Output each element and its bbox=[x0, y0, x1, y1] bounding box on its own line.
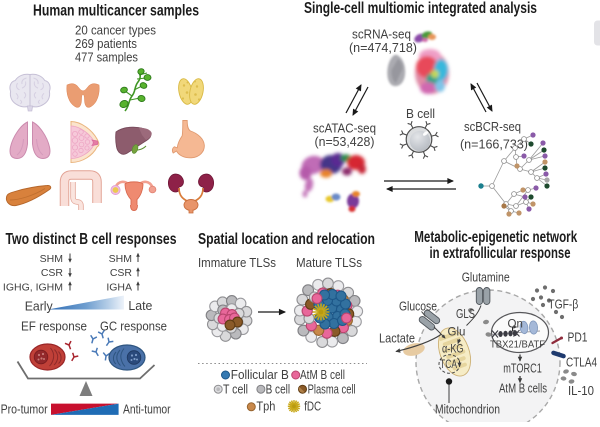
svg-text:Immature TLSs: Immature TLSs bbox=[198, 255, 276, 270]
svg-text:Tph: Tph bbox=[256, 400, 275, 414]
svg-text:fDC: fDC bbox=[304, 400, 321, 414]
svg-text:SHM: SHM bbox=[40, 253, 63, 265]
svg-text:CSR: CSR bbox=[41, 267, 64, 279]
svg-text:mTORC1: mTORC1 bbox=[503, 362, 542, 376]
svg-text:Late: Late bbox=[128, 298, 152, 313]
svg-text:Early: Early bbox=[25, 299, 53, 314]
svg-text:Pro-tumor: Pro-tumor bbox=[1, 402, 49, 417]
svg-text:Glu: Glu bbox=[448, 327, 466, 339]
svg-text:(n=474,718): (n=474,718) bbox=[349, 40, 417, 55]
svg-text:IGHA: IGHA bbox=[106, 281, 132, 293]
svg-text:Spatial location and relocatio: Spatial location and relocation bbox=[198, 231, 375, 248]
svg-text:AtM B cell: AtM B cell bbox=[300, 368, 345, 382]
svg-text:T cell: T cell bbox=[223, 383, 248, 397]
svg-text:Metabolic-epigenetic network: Metabolic-epigenetic network bbox=[414, 229, 577, 246]
svg-text:Plasma cell: Plasma cell bbox=[308, 383, 356, 397]
svg-text:PD1: PD1 bbox=[568, 330, 588, 345]
svg-text:TGF-β: TGF-β bbox=[548, 297, 578, 312]
svg-text:IL-10: IL-10 bbox=[568, 383, 594, 398]
svg-text:TBX21/BATF: TBX21/BATF bbox=[490, 339, 545, 351]
svg-text:20 cancer types: 20 cancer types bbox=[75, 23, 156, 38]
svg-text:Anti-tumor: Anti-tumor bbox=[123, 402, 171, 417]
svg-text:Mature TLSs: Mature TLSs bbox=[296, 255, 362, 270]
svg-text:269 patients: 269 patients bbox=[75, 36, 137, 51]
svg-text:Two distinct B cell responses: Two distinct B cell responses bbox=[6, 231, 177, 248]
svg-text:(n=166,733): (n=166,733) bbox=[460, 137, 528, 152]
svg-text:EF response: EF response bbox=[21, 319, 87, 334]
svg-text:Glutamine: Glutamine bbox=[462, 270, 510, 285]
svg-text:GC response: GC response bbox=[100, 319, 167, 334]
svg-text:Mitochondrion: Mitochondrion bbox=[435, 402, 500, 417]
svg-text:Single-cell multiomic integrat: Single-cell multiomic integrated analysi… bbox=[304, 0, 537, 17]
svg-text:TCA: TCA bbox=[440, 359, 457, 371]
svg-text:α-KG: α-KG bbox=[442, 344, 464, 356]
svg-text:scRNA-seq: scRNA-seq bbox=[352, 27, 411, 42]
svg-text:IGHG, IGHM: IGHG, IGHM bbox=[3, 281, 63, 293]
svg-text:CTLA4: CTLA4 bbox=[566, 355, 597, 370]
svg-text:scBCR-seq: scBCR-seq bbox=[464, 119, 521, 134]
svg-text:477 samples: 477 samples bbox=[75, 50, 138, 65]
svg-text:scATAC-seq: scATAC-seq bbox=[313, 121, 376, 136]
svg-text:On: On bbox=[508, 319, 523, 331]
svg-text:AtM B cells: AtM B cells bbox=[499, 382, 547, 396]
svg-text:Glucose: Glucose bbox=[399, 299, 437, 314]
svg-text:Follicular B: Follicular B bbox=[231, 368, 289, 382]
svg-text:CSR: CSR bbox=[110, 267, 133, 279]
svg-text:Lactate: Lactate bbox=[379, 331, 415, 346]
svg-text:in extrafollicular response: in extrafollicular response bbox=[430, 245, 571, 262]
svg-text:(n=53,428): (n=53,428) bbox=[315, 134, 375, 149]
svg-text:Human multicancer samples: Human multicancer samples bbox=[33, 3, 199, 20]
svg-text:B cell: B cell bbox=[406, 106, 435, 121]
svg-text:GLS: GLS bbox=[456, 306, 475, 321]
svg-text:B cell: B cell bbox=[266, 383, 291, 397]
svg-text:SHM: SHM bbox=[109, 253, 132, 265]
